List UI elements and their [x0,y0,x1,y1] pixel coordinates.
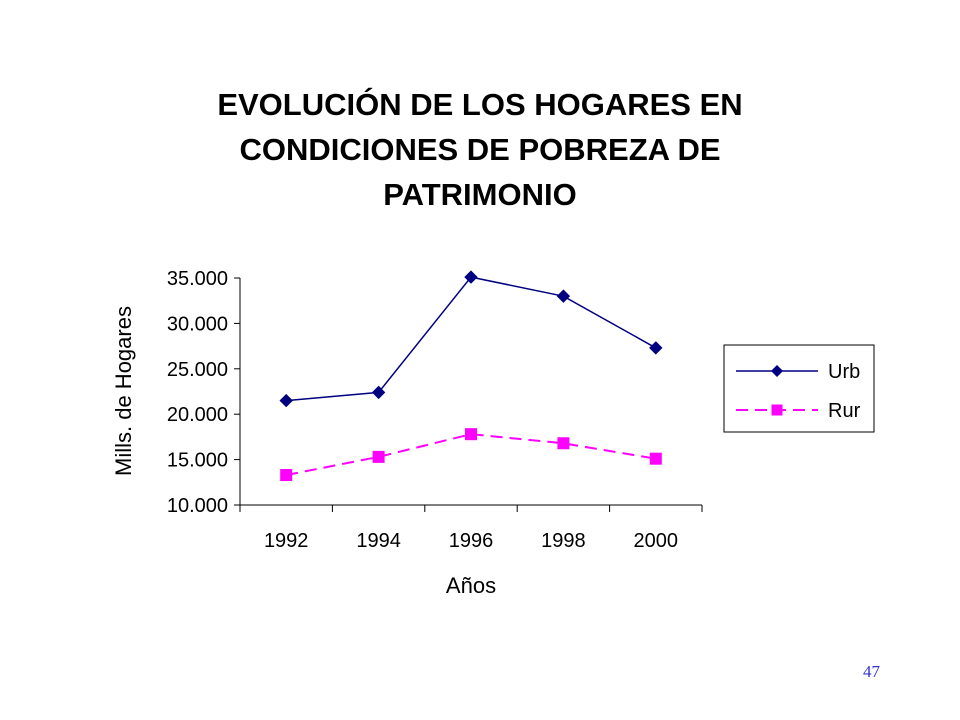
page-number: 47 [863,662,880,681]
chart-marks [279,270,663,482]
y-axis-title: Mills. de Hogares [111,306,136,476]
legend-marker-rur [771,404,783,416]
legend-label: Rur [828,400,861,422]
slide-title-line-2: CONDICIONES DE POBREZA DE [239,132,721,167]
slide-title: EVOLUCIÓN DE LOS HOGARES EN CONDICIONES … [180,82,780,217]
data-point-urb [556,289,571,303]
data-point-rur [280,469,293,482]
y-tick-label: 20.000 [167,404,228,426]
x-axis-title: Años [446,573,496,598]
slide-title-line-1: EVOLUCIÓN DE LOS HOGARES EN [217,87,743,122]
x-tick-label: 1998 [541,530,586,552]
data-point-urb [464,270,478,284]
x-tick-label: 2000 [634,530,679,552]
y-tick-label: 10.000 [167,495,228,517]
data-point-urb [649,341,663,355]
data-point-rur [649,452,662,465]
y-tick-label: 15.000 [167,450,228,472]
y-tick-label: 35.000 [167,268,228,290]
x-tick-label: 1996 [449,530,494,552]
data-point-rur [465,428,477,441]
data-point-rur [557,437,570,450]
x-tick-label: 1992 [264,530,309,552]
chart-axes: 10.000 15.000 20.000 25.000 30.000 35.000 1992… [111,268,703,598]
legend-box [723,344,875,433]
series-line-rur [286,433,656,477]
y-tick-label: 25.000 [167,359,228,381]
legend-label: Urb [828,361,860,383]
x-tick-label: 1994 [356,530,401,552]
y-tick-label: 30.000 [167,313,228,335]
slide-title-line-3: PATRIMONIO [383,177,577,212]
data-point-urb [279,393,293,408]
legend-marker-urb [771,365,783,377]
series-line-urb [286,276,657,402]
data-point-rur [372,450,385,463]
data-point-urb [371,385,386,400]
chart-legend: Urb Rur [723,344,875,433]
